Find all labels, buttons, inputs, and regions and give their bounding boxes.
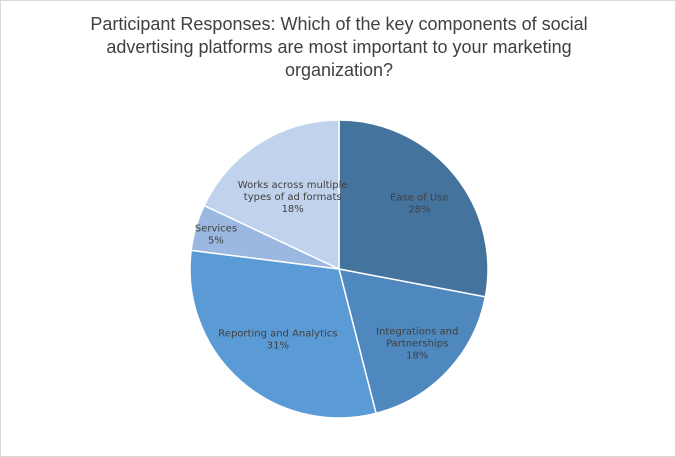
chart-title-line-1: Participant Responses: Which of the key … [90,14,588,34]
slice-label-line: Works across multiple [238,180,348,191]
pie-slice-reporting-and-analytics [189,249,377,419]
chart-title: Participant Responses: Which of the key … [41,13,637,82]
pie-slice-works-across-multiple-types-of-ad-formats [203,119,340,271]
chart-title-line-3: organization? [284,60,394,80]
slice-label-line: Reporting and Analytics [218,328,337,339]
slice-label-line: 5% [208,235,224,246]
slice-label-line: Ease of Use [390,193,449,204]
pie-slice-ease-of-use [338,119,489,298]
slice-label-ease-of-use: Ease of Use 28% [390,193,449,216]
chart-title-line-2: advertising platforms are most important… [106,37,572,57]
slice-label-services: Services 5% [195,223,237,246]
pie-slice-integrations-and-partnerships [337,268,487,415]
slice-label-line: Services [195,223,237,234]
slice-label-works-across-multiple-types-of-ad-formats: Works across multiple types of ad formats… [238,180,348,215]
slice-label-line: 28% [408,205,430,216]
slice-label-line: 18% [282,204,304,215]
slice-label-reporting-and-analytics: Reporting and Analytics 31% [218,328,337,351]
slice-label-line: 18% [406,350,428,361]
slice-label-line: 31% [267,340,289,351]
slice-label-integrations-and-partnerships: Integrations and Partnerships 18% [376,326,458,361]
slice-label-line: types of ad formats [244,192,342,203]
slice-label-line: Partnerships [386,338,448,349]
slice-label-line: Integrations and [376,326,458,337]
